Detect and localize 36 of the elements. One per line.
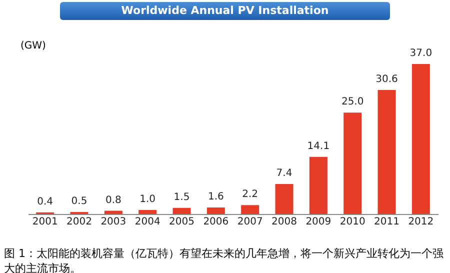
bar [241, 205, 260, 214]
x-tick-label: 2002 [66, 216, 92, 228]
x-tick-label: 2009 [306, 216, 332, 228]
data-label: 1.6 [208, 192, 224, 203]
x-tick-label: 2005 [169, 216, 194, 228]
bar [138, 210, 157, 214]
data-label: 0.4 [37, 196, 54, 208]
x-tick-label: 2004 [134, 216, 160, 228]
bar [275, 184, 294, 214]
data-label: 30.6 [376, 74, 398, 85]
data-label: 0.8 [105, 194, 122, 206]
x-tick-label: 2003 [100, 216, 126, 228]
bar [412, 64, 430, 214]
x-tick-label: 2010 [340, 216, 366, 228]
data-label: 25.0 [341, 96, 364, 108]
bar [206, 208, 225, 214]
x-tick-label: 2011 [374, 216, 400, 228]
data-label: 1.5 [174, 192, 190, 203]
x-tick-label: 2001 [32, 216, 58, 228]
data-label: 7.4 [276, 168, 292, 179]
x-tick-label: 2006 [203, 216, 229, 228]
x-tick-label: 2007 [237, 216, 263, 228]
data-label: 14.1 [307, 140, 330, 152]
bar [344, 112, 362, 214]
y-axis-title: (GW) [20, 40, 46, 52]
data-label: 37.0 [410, 48, 432, 59]
bar [309, 156, 328, 214]
bar [172, 208, 191, 214]
x-tick-label: 2012 [408, 216, 434, 228]
x-tick-label: 2008 [272, 216, 297, 228]
data-label: 0.5 [71, 196, 88, 207]
bar [378, 90, 396, 214]
chart-title: Worldwide Annual PV Installation [60, 2, 390, 20]
data-label: 2.2 [242, 189, 258, 200]
bar [104, 210, 122, 214]
data-label: 1.0 [140, 194, 156, 205]
